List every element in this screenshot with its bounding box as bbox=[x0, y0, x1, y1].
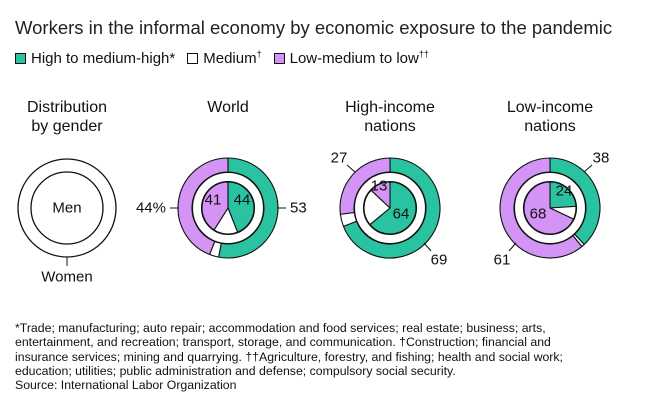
footnote-line-5: Source: International Labor Organization bbox=[15, 378, 237, 393]
low-income-outer-label-high: 38 bbox=[593, 150, 610, 167]
legend-swatch-high bbox=[15, 52, 26, 64]
legend-item-low: Low-medium to low†† bbox=[273, 49, 429, 67]
high-income-outer-label-low: 27 bbox=[331, 150, 348, 167]
world-outer-ring-inner-edge bbox=[191, 171, 265, 245]
panel-title-low-income: Low-income nations bbox=[495, 98, 605, 136]
world-inner-label-low: 41 bbox=[205, 192, 222, 209]
legend-item-high: High to medium-high* bbox=[15, 50, 175, 67]
low-income-outer-leader-low bbox=[508, 242, 517, 252]
panel-title-high-income: High-income nations bbox=[335, 98, 445, 136]
low-income-outer-label-low: 61 bbox=[494, 252, 511, 269]
legend-mark-medium: † bbox=[256, 49, 262, 59]
legend-swatch-low bbox=[273, 52, 285, 64]
low-income-inner-label-high: 24 bbox=[556, 183, 573, 200]
world-outer-label-high: 53 bbox=[290, 200, 307, 217]
legend: High to medium-high* Medium† Low-medium … bbox=[15, 49, 441, 67]
panel-title-world: World bbox=[173, 98, 283, 117]
legend-label-low: Low-medium to low bbox=[289, 50, 419, 67]
world-inner-ring-edge bbox=[200, 180, 256, 236]
high-income-inner-slice-medium bbox=[363, 189, 391, 226]
footnote-line-2: entertainment, and recreation; transport… bbox=[15, 335, 551, 350]
low-income-inner-label-low: 68 bbox=[530, 206, 547, 223]
high-income-inner-slice-high bbox=[369, 181, 417, 235]
footnote-line-3: insurance services; mining and quarrying… bbox=[15, 349, 563, 364]
gender-inner-label: Men bbox=[52, 200, 81, 217]
panel-title-gender: Distribution by gender bbox=[12, 98, 122, 136]
panel-title-gender-line-1: Distribution bbox=[26, 99, 108, 116]
gender-inner-ring bbox=[30, 171, 104, 245]
legend-mark-high: * bbox=[169, 49, 176, 67]
high-income-inner-label-low: 13 bbox=[371, 178, 388, 195]
low-income-outer-ring-inner-edge bbox=[513, 171, 587, 245]
gender-outer-label: Women bbox=[41, 269, 92, 286]
high-income-ring-gap bbox=[354, 172, 426, 244]
world-inner-label-high: 44 bbox=[234, 192, 251, 209]
panel-title-low-income-line-2: nations bbox=[524, 118, 576, 135]
panel-title-high-income-line-2: nations bbox=[364, 118, 416, 135]
world-ring-gap bbox=[192, 172, 264, 244]
low-income-inner-ring-edge bbox=[522, 180, 578, 236]
high-income-outer-label-high: 69 bbox=[431, 252, 448, 269]
legend-item-medium: Medium† bbox=[187, 49, 262, 67]
footnote-line-4: education; utilities; public administrat… bbox=[15, 363, 456, 378]
chart-title: Workers in the informal economy by econo… bbox=[15, 17, 613, 38]
high-income-inner-ring-edge bbox=[362, 180, 418, 236]
legend-label-medium: Medium bbox=[203, 50, 257, 67]
legend-label-high: High to medium-high bbox=[31, 49, 170, 67]
legend-mark-low: †† bbox=[418, 49, 429, 59]
panel-title-low-income-line-1: Low-income bbox=[506, 99, 594, 116]
high-income-outer-ring-inner-edge bbox=[353, 171, 427, 245]
low-income-outer-leader-high bbox=[583, 164, 593, 173]
low-income-inner-slice-low bbox=[523, 181, 575, 235]
panel-title-high-income-line-1: High-income bbox=[345, 99, 435, 116]
high-income-outer-leader-low bbox=[346, 164, 356, 173]
legend-swatch-medium bbox=[187, 52, 199, 64]
high-income-outer-leader-high bbox=[423, 242, 432, 252]
footnote: *Trade; manufacturing; auto repair; acco… bbox=[15, 321, 640, 392]
world-inner-slice-high bbox=[227, 181, 255, 233]
world-outer-label-low: 44% bbox=[136, 200, 166, 217]
high-income-inner-label-high: 64 bbox=[393, 206, 410, 223]
low-income-ring-gap bbox=[514, 172, 586, 244]
panel-title-gender-line-2: by gender bbox=[31, 118, 103, 135]
world-inner-slice-low bbox=[201, 181, 229, 231]
panel-title-world-line-1: World bbox=[207, 99, 249, 116]
footnote-line-1: *Trade; manufacturing; auto repair; acco… bbox=[15, 321, 546, 335]
